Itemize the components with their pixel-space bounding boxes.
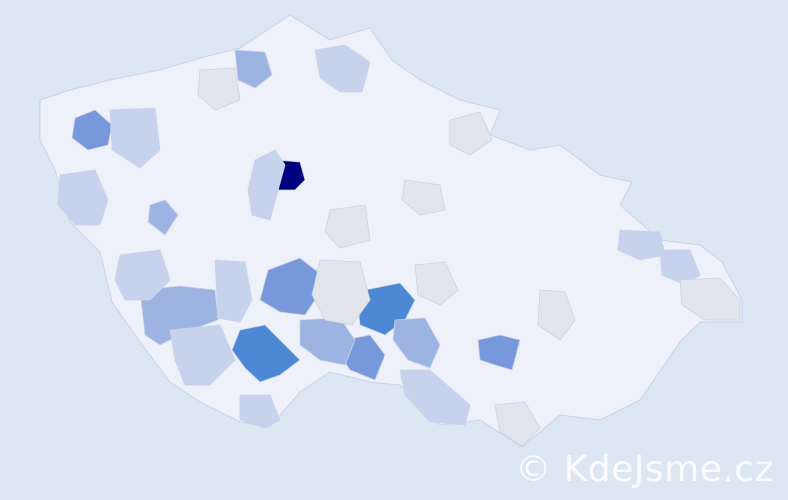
district-region[interactable] [392,317,441,369]
district-region[interactable] [57,169,109,226]
district-region[interactable] [239,394,281,429]
district-region[interactable] [679,277,741,321]
district-region[interactable] [147,199,179,236]
district-region[interactable] [259,257,319,316]
watermark-logo: © KdeJsme.cz [515,449,774,490]
district-region[interactable] [114,249,171,301]
district-region[interactable] [109,107,161,169]
district-region[interactable] [314,44,371,93]
district-region[interactable] [477,334,521,371]
district-region[interactable] [197,67,241,111]
district-region[interactable] [247,149,286,221]
district-region[interactable] [399,369,471,426]
district-region[interactable] [311,259,371,326]
district-region[interactable] [214,259,253,323]
district-region[interactable] [414,261,459,306]
district-region[interactable] [617,229,666,261]
district-region[interactable] [169,324,236,386]
district-region[interactable] [401,179,446,216]
district-region[interactable] [139,285,219,346]
district-region[interactable] [537,289,576,341]
district-region[interactable] [324,204,371,249]
district-region[interactable] [494,401,541,447]
district-region[interactable] [449,111,493,156]
district-region[interactable] [71,109,113,151]
district-region[interactable] [231,324,301,383]
district-region[interactable] [234,49,273,89]
